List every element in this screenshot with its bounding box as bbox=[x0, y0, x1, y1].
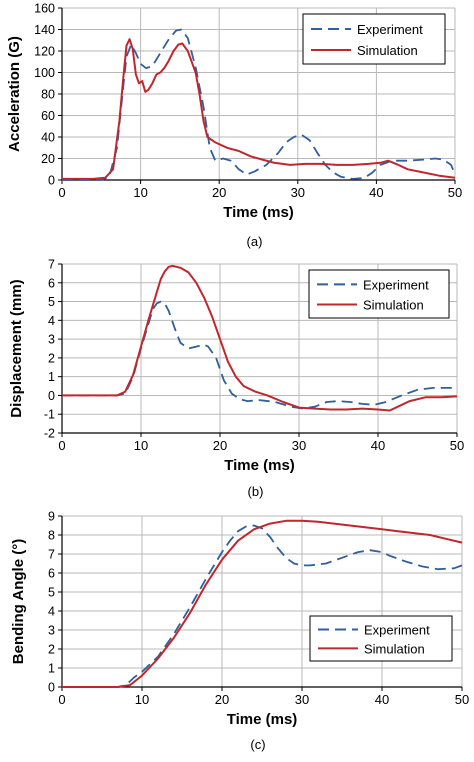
chart-panel-3: 0 10 20 30 40 50 0 1 2 3 4 5 6 7 8 9 Time (ms) Bending An… bbox=[10, 510, 469, 753]
x-axis-title: Time (ms) bbox=[227, 711, 298, 728]
legend-label-experiment: Experiment bbox=[357, 22, 423, 37]
x-tick-label: 20 bbox=[212, 185, 226, 200]
legend-box bbox=[302, 13, 446, 65]
y-tick-label: 120 bbox=[34, 45, 55, 59]
x-tick-label: 40 bbox=[371, 438, 385, 453]
y-tick-label: 160 bbox=[34, 2, 55, 16]
x-tick-label: 30 bbox=[292, 438, 306, 453]
y-tick-label: 3 bbox=[48, 624, 55, 638]
y-axis-title: Bending Angle (°) bbox=[10, 539, 27, 664]
y-tick-label: 80 bbox=[41, 88, 55, 102]
x-tick-label: 0 bbox=[58, 185, 65, 200]
legend: Experiment Simulation bbox=[308, 269, 450, 319]
y-tick-label: 2 bbox=[48, 351, 55, 365]
chart-panel-2: 0 10 20 30 40 50 -2 -1 0 1 2 3 4 5 6 7 Time (ms) Displace… bbox=[8, 258, 464, 500]
y-tick-label: 7 bbox=[48, 258, 55, 272]
legend-box bbox=[308, 269, 450, 319]
y-tick-label: 2 bbox=[48, 643, 55, 657]
y-tick-label: 0 bbox=[48, 389, 55, 403]
y-tick-label: -2 bbox=[44, 427, 55, 441]
x-axis-title: Time (ms) bbox=[223, 204, 294, 221]
x-tick-label: 0 bbox=[58, 438, 65, 453]
y-tick-label: 0 bbox=[48, 174, 55, 188]
y-tick-label: 20 bbox=[41, 152, 55, 166]
x-tick-label: 20 bbox=[213, 438, 227, 453]
x-tick-label: 30 bbox=[291, 185, 305, 200]
panel-caption: (b) bbox=[248, 484, 264, 499]
series-line-simulation bbox=[62, 38, 456, 180]
y-tick-label: 5 bbox=[48, 295, 55, 309]
series-line-simulation bbox=[62, 519, 463, 688]
x-tick-label: 50 bbox=[448, 185, 462, 200]
y-tick-label: 3 bbox=[48, 333, 55, 347]
legend-label-simulation: Simulation bbox=[364, 641, 425, 656]
series-line-experiment bbox=[62, 300, 457, 410]
x-tick-label: 50 bbox=[455, 692, 469, 707]
y-axis-title: Displacement (mm) bbox=[8, 279, 25, 417]
legend: Experiment Simulation bbox=[309, 615, 453, 662]
legend: Experiment Simulation bbox=[302, 13, 446, 65]
series-line-experiment bbox=[62, 28, 456, 181]
x-tick-label: 10 bbox=[134, 438, 148, 453]
x-tick-label: 0 bbox=[58, 692, 65, 707]
y-tick-label: 1 bbox=[48, 370, 55, 384]
y-tick-label: 100 bbox=[34, 66, 55, 80]
y-tick-label: 6 bbox=[48, 567, 55, 581]
series-line-simulation bbox=[62, 264, 458, 412]
x-tick-label: 30 bbox=[295, 692, 309, 707]
panel-caption: (a) bbox=[247, 234, 263, 249]
x-axis-title: Time (ms) bbox=[224, 457, 295, 474]
x-tick-label: 40 bbox=[375, 692, 389, 707]
y-tick-label: 9 bbox=[48, 510, 55, 524]
y-tick-label: 8 bbox=[48, 529, 55, 543]
x-tick-label: 10 bbox=[133, 185, 147, 200]
y-tick-label: 4 bbox=[48, 314, 55, 328]
x-tick-label: 10 bbox=[135, 692, 149, 707]
x-tick-label: 50 bbox=[450, 438, 464, 453]
y-tick-label: 40 bbox=[41, 131, 55, 145]
y-tick-label: 4 bbox=[48, 605, 55, 619]
y-tick-label: 1 bbox=[48, 662, 55, 676]
series-line-experiment bbox=[62, 524, 463, 688]
chart-panel-1: 0 10 20 30 40 50 0 20 40 60 80 100 120 140 160 Time (ms… bbox=[6, 2, 462, 250]
y-tick-label: 6 bbox=[48, 276, 55, 290]
x-tick-label: 40 bbox=[369, 185, 383, 200]
legend-label-simulation: Simulation bbox=[357, 43, 418, 58]
legend-label-experiment: Experiment bbox=[364, 623, 430, 638]
legend-box bbox=[309, 615, 453, 662]
legend-label-experiment: Experiment bbox=[363, 277, 429, 292]
panel-caption: (c) bbox=[250, 737, 265, 752]
y-tick-label: 0 bbox=[48, 681, 55, 695]
y-tick-label: 5 bbox=[48, 586, 55, 600]
y-tick-label: -1 bbox=[44, 408, 55, 422]
y-tick-label: 60 bbox=[41, 109, 55, 123]
y-axis-title: Acceleration (G) bbox=[6, 36, 23, 152]
y-tick-label: 7 bbox=[48, 548, 55, 562]
legend-label-simulation: Simulation bbox=[363, 298, 424, 313]
x-tick-label: 20 bbox=[215, 692, 229, 707]
y-tick-label: 140 bbox=[34, 23, 55, 37]
